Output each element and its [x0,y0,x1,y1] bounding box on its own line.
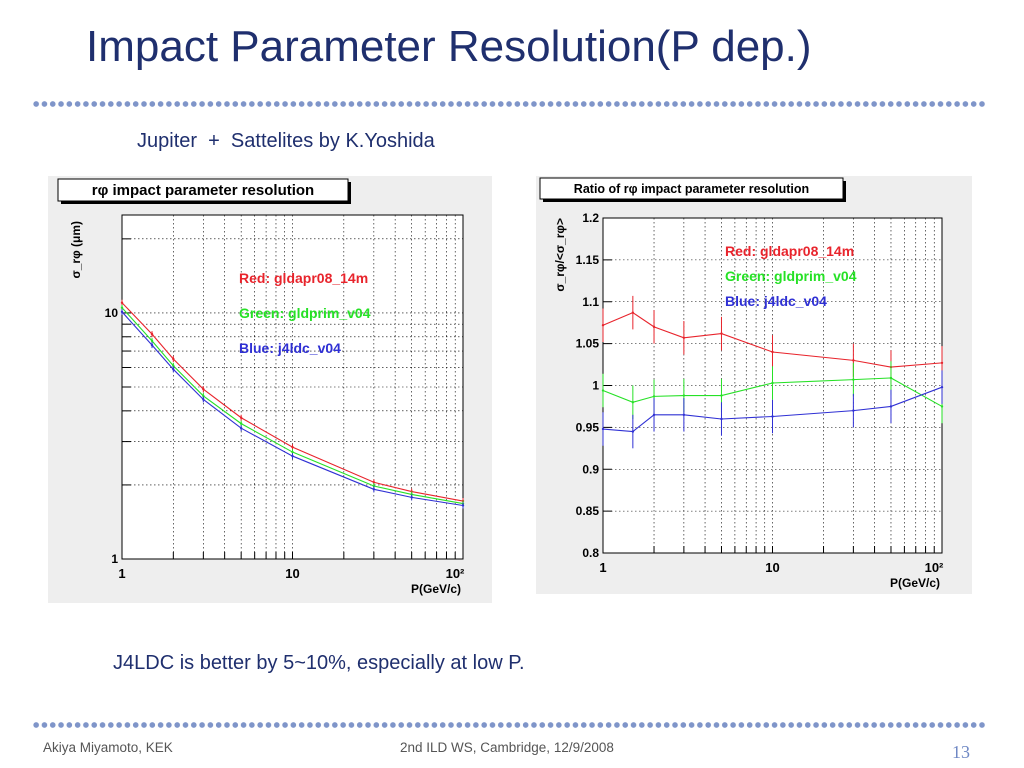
data-point [202,387,205,391]
slide-caption: J4LDC is better by 5~10%, especially at … [113,652,525,674]
data-point [631,430,635,433]
data-point [889,376,893,380]
data-point [720,394,723,397]
data-point [291,454,294,458]
y-axis-label: σ_rφ/<σ_rφ> [553,218,567,292]
data-point [202,394,205,398]
data-point [682,394,686,397]
legend-entry-1: Green: gldprim_v04 [725,268,857,284]
data-point [682,336,686,339]
title-box [539,177,844,200]
chart-title: Ratio of rφ impact parameter resolution [574,182,809,196]
x-tick-label: 10² [446,566,465,581]
data-point [940,385,944,389]
data-point [150,343,154,347]
y-tick-label: 0.8 [582,546,599,560]
data-point [239,427,243,430]
y-tick-label: 0.95 [576,420,600,434]
y-tick-label: 1.05 [576,337,600,351]
data-point [461,504,465,507]
data-point [720,332,723,335]
legend-entry-0: Red: gldapr08_14m [725,243,854,259]
data-point [172,357,175,361]
data-point [239,416,243,419]
x-tick-label: 10 [285,566,299,581]
legend-entry-0: Red: gldapr08_14m [239,270,368,286]
data-point [720,417,723,421]
data-point [291,445,294,449]
data-point [771,415,774,418]
y-tick-label: 0.9 [582,462,599,476]
data-point [652,325,656,329]
data-point [852,409,855,412]
data-point [202,398,205,401]
footer-author: Akiya Miyamoto, KEK [43,740,173,755]
data-point [372,481,376,484]
data-point [172,368,175,371]
data-point [172,364,175,367]
x-tick-label: 10² [925,560,944,575]
data-point [291,450,294,454]
bottom-dotted-divider [32,722,987,728]
data-point [120,301,124,304]
data-point [372,484,376,488]
legend-entry-1: Green: gldprim_v04 [239,305,371,321]
data-point [631,401,635,404]
page-number: 13 [952,742,970,762]
data-point [239,422,243,425]
data-point [601,324,605,327]
data-point [120,306,124,309]
data-point [120,310,124,314]
data-point [889,405,893,408]
title-box [57,178,349,202]
x-tick-label: 1 [118,566,125,581]
data-point [771,381,774,385]
data-point [771,350,774,354]
data-point [601,427,605,431]
data-point [652,413,656,417]
data-point [372,488,376,491]
data-point [852,378,855,381]
legend-entry-2: Blue: j4ldc_v04 [239,340,341,356]
data-point [410,496,413,499]
x-axis-label: P(GeV/c) [411,582,461,596]
y-tick-label: 1.2 [582,211,599,225]
x-axis-label: P(GeV/c) [890,576,940,590]
data-point [852,359,855,362]
x-tick-label: 10 [765,560,779,575]
slide-title: Impact Parameter Resolution(P dep.) [86,22,812,71]
y-axis-label: σ_rφ (μm) [69,221,83,278]
y-tick-label: 1 [111,552,118,566]
data-point [652,395,656,398]
y-tick-label: 10 [105,306,119,320]
y-tick-label: 1.15 [576,253,600,267]
y-tick-label: 1 [592,379,599,393]
slide-subtitle: Jupiter + Sattelites by K.Yoshida [137,130,435,152]
chart-title: rφ impact parameter resolution [92,182,314,199]
data-point [601,389,605,392]
data-point [150,339,154,343]
ratio-plot: 0.8 0.85 0.9 0.95 1 1.05 1.1 1.15 1.2 1 10 10²P(GeV… [536,176,972,594]
y-tick-label: 0.85 [576,504,600,518]
data-point [150,332,154,336]
data-point [940,361,944,365]
data-point [940,405,944,408]
legend-entry-2: Blue: j4ldc_v04 [725,293,827,309]
top-dotted-divider [32,101,987,107]
footer-event: 2nd ILD WS, Cambridge, 12/9/2008 [400,740,614,755]
y-tick-label: 1.1 [582,295,599,309]
data-point [631,311,635,314]
x-tick-label: 1 [599,560,606,575]
data-point [682,413,686,417]
